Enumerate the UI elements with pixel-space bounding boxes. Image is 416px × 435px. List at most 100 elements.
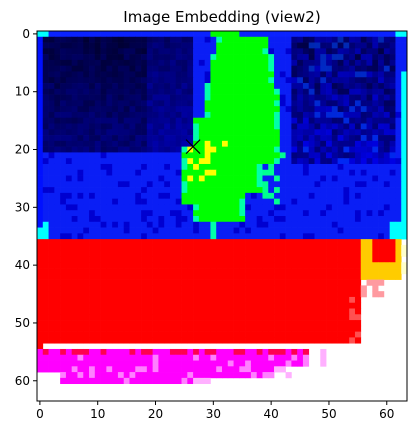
heatmap-cell: [129, 331, 136, 338]
heatmap-cell: [360, 54, 367, 61]
heatmap-cell: [164, 273, 171, 280]
heatmap-cell: [198, 279, 206, 286]
heatmap-cell: [164, 320, 171, 327]
heatmap-cell: [193, 31, 200, 38]
heatmap-cell: [239, 210, 246, 217]
heatmap-cell: [129, 296, 136, 304]
heatmap-cell: [366, 221, 373, 228]
heatmap-cell: [117, 244, 125, 252]
heatmap-cell: [112, 268, 119, 275]
heatmap-cell: [60, 158, 67, 165]
heatmap-cell: [274, 285, 281, 292]
heatmap-cell: [210, 192, 217, 200]
heatmap-cell: [297, 216, 304, 223]
heatmap-cell: [245, 192, 252, 200]
heatmap-cell: [204, 65, 211, 72]
heatmap-cell: [94, 210, 101, 217]
heatmap-cell: [245, 198, 252, 205]
heatmap-cell: [164, 227, 171, 234]
heatmap-cell: [343, 244, 350, 252]
heatmap-cell: [100, 54, 107, 61]
heatmap-cell: [158, 377, 165, 385]
heatmap-cell: [285, 239, 292, 246]
heatmap-cell: [320, 210, 327, 217]
heatmap-cell: [94, 88, 101, 95]
heatmap-cell: [383, 187, 391, 194]
heatmap-cell: [279, 36, 286, 43]
heatmap-cell: [314, 268, 321, 275]
heatmap-cell: [274, 227, 281, 234]
heatmap-cell: [395, 83, 402, 90]
heatmap-cell: [210, 320, 217, 327]
heatmap-cell: [262, 31, 269, 38]
heatmap-cell: [123, 348, 130, 356]
heatmap-cell: [135, 233, 142, 240]
heatmap-cell: [372, 192, 379, 200]
heatmap-cell: [141, 198, 148, 205]
heatmap-cell: [320, 181, 327, 188]
heatmap-cell: [291, 320, 298, 327]
heatmap-cell: [360, 48, 367, 55]
heatmap-cell: [233, 366, 240, 373]
heatmap-cell: [175, 239, 182, 246]
heatmap-cell: [302, 216, 310, 223]
heatmap-cell: [158, 273, 165, 280]
heatmap-cell: [297, 296, 304, 304]
heatmap-cell: [216, 302, 223, 309]
heatmap-cell: [106, 42, 113, 49]
heatmap-cell: [302, 88, 310, 95]
heatmap-cell: [360, 106, 367, 113]
heatmap-cell: [60, 111, 67, 119]
heatmap-cell: [77, 123, 84, 130]
heatmap-cell: [389, 163, 396, 171]
heatmap-cell: [372, 268, 379, 275]
heatmap-cell: [106, 59, 113, 67]
heatmap-cell: [48, 117, 55, 124]
heatmap-cell: [250, 187, 258, 194]
heatmap-cell: [256, 31, 263, 38]
heatmap-cell: [337, 100, 344, 107]
heatmap-cell: [123, 221, 130, 228]
heatmap-cell: [83, 175, 90, 182]
heatmap-cell: [187, 262, 194, 269]
heatmap-cell: [187, 169, 194, 176]
heatmap-cell: [117, 54, 125, 61]
heatmap-cell: [106, 273, 113, 280]
heatmap-cell: [297, 210, 304, 217]
heatmap-cell: [77, 337, 84, 344]
heatmap-cell: [181, 163, 188, 171]
heatmap-cell: [37, 59, 44, 67]
heatmap-cell: [343, 268, 350, 275]
heatmap-cell: [106, 291, 113, 298]
heatmap-cell: [331, 94, 338, 101]
heatmap-cell: [198, 140, 206, 147]
heatmap-cell: [354, 48, 362, 55]
heatmap-cell: [233, 181, 240, 188]
heatmap-cell: [395, 181, 402, 188]
heatmap-cell: [193, 198, 200, 205]
heatmap-cell: [210, 123, 217, 130]
heatmap-cell: [279, 285, 286, 292]
heatmap-cell: [268, 146, 275, 153]
heatmap-cell: [100, 227, 107, 234]
heatmap-cell: [169, 372, 177, 379]
heatmap-cell: [222, 279, 229, 286]
heatmap-cell: [320, 135, 327, 142]
heatmap-cell: [274, 320, 281, 327]
heatmap-cell: [181, 279, 188, 286]
heatmap-cell: [152, 204, 159, 211]
heatmap-cell: [285, 169, 292, 176]
heatmap-cell: [216, 268, 223, 275]
heatmap-cell: [331, 65, 338, 72]
heatmap-cell: [141, 348, 148, 356]
heatmap-cell: [395, 111, 402, 119]
heatmap-cell: [343, 204, 350, 211]
heatmap-cell: [141, 216, 148, 223]
heatmap-cell: [262, 169, 269, 176]
heatmap-cell: [320, 77, 327, 84]
heatmap-cell: [222, 354, 229, 361]
heatmap-cell: [158, 314, 165, 321]
heatmap-cell: [262, 106, 269, 113]
heatmap-cell: [210, 187, 217, 194]
heatmap-cell: [210, 117, 217, 124]
